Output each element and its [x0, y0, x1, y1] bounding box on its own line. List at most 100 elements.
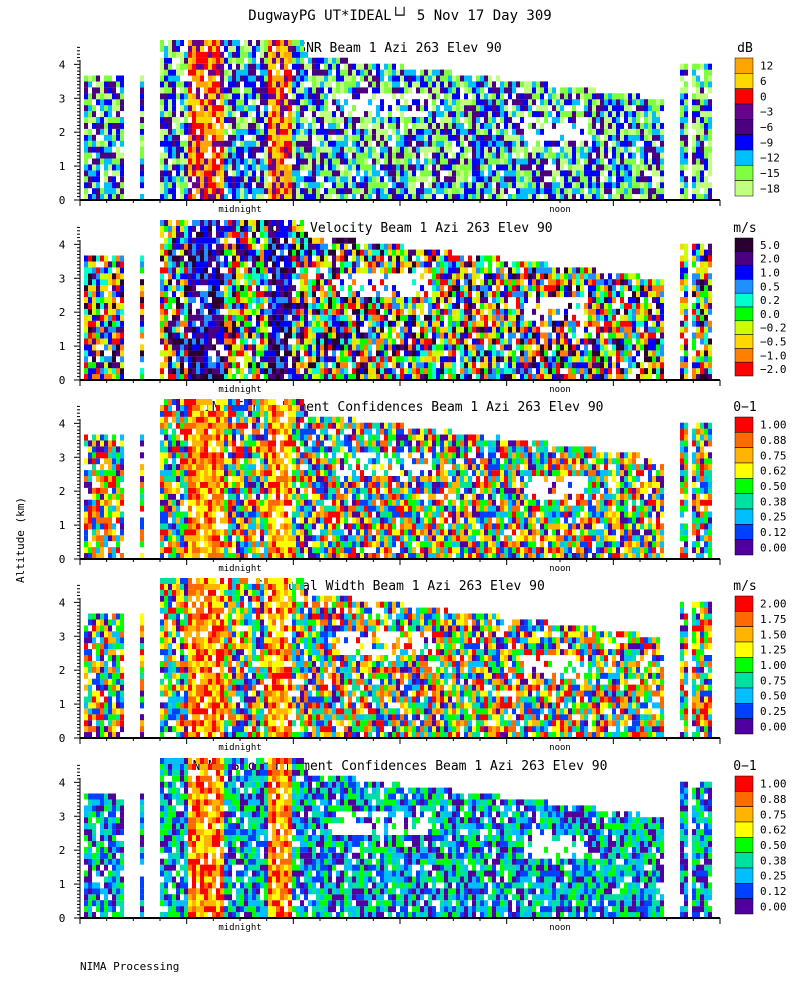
- heatmap-cell: [196, 220, 200, 226]
- heatmap-cell: [480, 291, 484, 298]
- heatmap-cell: [92, 350, 96, 357]
- heatmap-cell: [476, 140, 480, 147]
- heatmap-cell: [696, 140, 700, 147]
- heatmap-cell: [224, 302, 228, 309]
- heatmap-cell: [160, 194, 164, 200]
- heatmap-cell: [508, 117, 512, 123]
- heatmap-cell: [192, 158, 196, 165]
- heatmap-cell: [184, 99, 188, 106]
- heatmap-cell: [264, 152, 268, 159]
- heatmap-cell: [660, 128, 664, 135]
- heatmap-cell: [404, 81, 408, 88]
- heatmap-cell: [96, 291, 100, 298]
- heatmap-cell: [448, 117, 452, 123]
- heatmap-cell: [368, 182, 372, 189]
- heatmap-cell: [324, 140, 328, 147]
- heatmap-cell: [204, 302, 208, 309]
- heatmap-cell: [692, 140, 696, 147]
- heatmap-cell: [140, 297, 144, 303]
- heatmap-cell: [160, 122, 164, 129]
- heatmap-cell: [356, 152, 360, 159]
- heatmap-cell: [228, 45, 232, 52]
- heatmap-cell: [348, 332, 352, 339]
- heatmap-cell: [232, 188, 236, 195]
- heatmap-cell: [596, 176, 600, 183]
- heatmap-cell: [176, 261, 180, 268]
- heatmap-cell: [468, 285, 472, 292]
- heatmap-cell: [568, 176, 572, 183]
- heatmap-cell: [104, 362, 108, 369]
- heatmap-cell: [228, 51, 232, 58]
- heatmap-cell: [172, 338, 176, 345]
- heatmap-cell: [256, 40, 260, 46]
- heatmap-cell: [412, 170, 416, 177]
- heatmap-cell: [224, 356, 228, 363]
- heatmap-cell: [520, 320, 524, 327]
- heatmap-cell: [452, 176, 456, 183]
- heatmap-cell: [636, 164, 640, 171]
- heatmap-cell: [300, 231, 304, 238]
- heatmap-cell: [328, 314, 332, 321]
- heatmap-cell: [356, 249, 360, 256]
- heatmap-cell: [212, 111, 216, 118]
- heatmap-cell: [196, 176, 200, 183]
- heatmap-cell: [340, 368, 344, 375]
- heatmap-cell: [436, 134, 440, 141]
- heatmap-cell: [200, 308, 204, 315]
- heatmap-cell: [452, 194, 456, 200]
- heatmap-cell: [628, 152, 632, 159]
- heatmap-cell: [100, 374, 104, 380]
- heatmap-cell: [560, 170, 564, 177]
- heatmap-cell: [260, 146, 264, 153]
- heatmap-cell: [188, 188, 192, 195]
- heatmap-cell: [388, 117, 392, 123]
- heatmap-cell: [300, 225, 304, 232]
- heatmap-cell: [228, 87, 232, 94]
- heatmap-cell: [224, 146, 228, 153]
- heatmap-cell: [452, 81, 456, 88]
- heatmap-cell: [184, 128, 188, 135]
- heatmap-cell: [444, 344, 448, 351]
- heatmap-cell: [224, 362, 228, 369]
- heatmap-cell: [556, 164, 560, 171]
- heatmap-cell: [624, 128, 628, 135]
- heatmap-cell: [684, 176, 688, 183]
- heatmap-cell: [336, 320, 340, 327]
- heatmap-cell: [632, 188, 636, 195]
- heatmap-cell: [276, 255, 280, 262]
- heatmap-cell: [440, 332, 444, 339]
- heatmap-cell: [348, 164, 352, 171]
- heatmap-cell: [180, 51, 184, 58]
- heatmap-cell: [312, 237, 316, 244]
- heatmap-cell: [268, 93, 272, 100]
- heatmap-cell: [696, 164, 700, 171]
- heatmap-cell: [504, 122, 508, 129]
- heatmap-cell: [108, 134, 112, 141]
- heatmap-cell: [236, 128, 240, 135]
- heatmap-cell: [356, 117, 360, 123]
- heatmap-cell: [188, 338, 192, 345]
- heatmap-cell: [696, 152, 700, 159]
- heatmap-cell: [364, 134, 368, 141]
- heatmap-cell: [520, 326, 524, 333]
- heatmap-cell: [200, 326, 204, 333]
- heatmap-cell: [436, 152, 440, 159]
- heatmap-cell: [456, 188, 460, 195]
- heatmap-cell: [492, 176, 496, 183]
- heatmap-cell: [408, 350, 412, 357]
- heatmap-cell: [208, 326, 212, 333]
- colorbar-label: 12: [760, 60, 773, 73]
- heatmap-cell: [188, 194, 192, 200]
- heatmap-cell: [236, 40, 240, 46]
- heatmap-cell: [420, 350, 424, 357]
- heatmap-cell: [276, 356, 280, 363]
- heatmap-cell: [272, 350, 276, 357]
- heatmap-cell: [544, 81, 548, 88]
- heatmap-cell: [192, 134, 196, 141]
- heatmap-cell: [648, 146, 652, 153]
- heatmap-cell: [464, 320, 468, 327]
- heatmap-cell: [384, 128, 388, 135]
- heatmap-cell: [304, 105, 308, 112]
- heatmap-cell: [492, 374, 496, 380]
- heatmap-cell: [276, 314, 280, 321]
